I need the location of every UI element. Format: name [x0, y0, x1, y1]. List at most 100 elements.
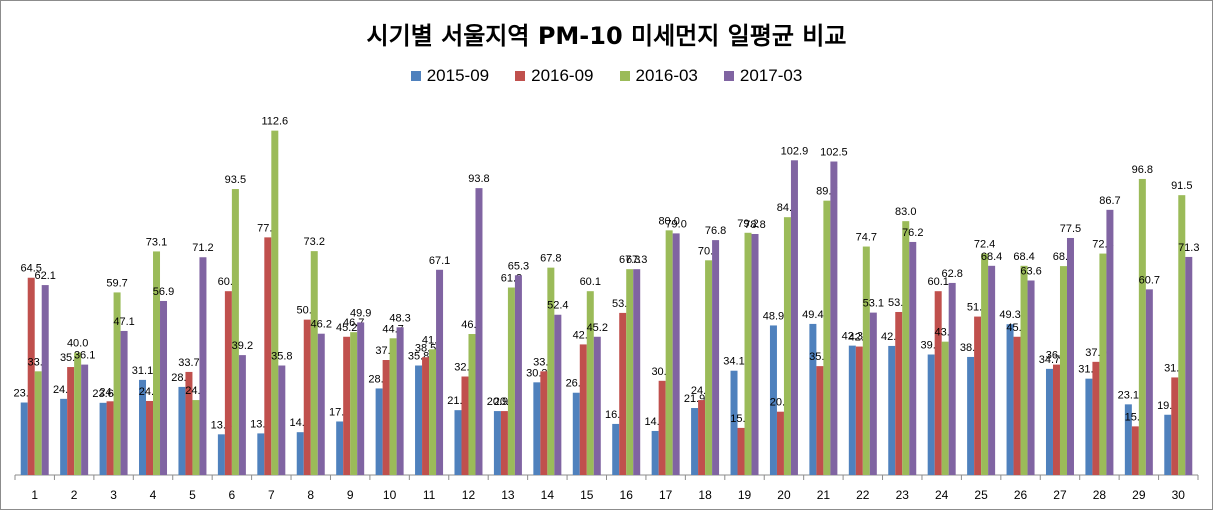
bar-2017-03	[41, 285, 49, 475]
x-tick-label: 25	[974, 488, 988, 502]
bar-2017-03	[357, 322, 365, 475]
bar-2016-09	[540, 371, 548, 475]
data-label: 33.7	[178, 357, 199, 369]
bar-2016-09	[27, 277, 35, 475]
legend-swatch-1	[515, 71, 526, 81]
data-label: 80.0	[658, 215, 679, 227]
data-label: 53.1	[863, 298, 884, 310]
legend-label-3: 2017-03	[739, 66, 803, 85]
x-tick-label: 19	[738, 488, 752, 502]
legend: 2015-09 2016-09 2016-03 2017-03	[0, 66, 1213, 86]
bar-2015-09	[533, 382, 541, 475]
bar-2016-09	[500, 411, 508, 475]
bar-2017-03	[988, 265, 996, 475]
data-label: 34.1	[723, 356, 744, 368]
bar-2016-09	[146, 400, 154, 475]
bar-2017-03	[554, 314, 562, 475]
x-tick-label: 30	[1172, 488, 1186, 502]
x-tick-label: 12	[462, 488, 476, 502]
bar-2017-03	[869, 312, 877, 475]
data-label: 76.8	[705, 225, 726, 237]
bar-2017-03	[238, 355, 246, 475]
data-label: 73.1	[146, 236, 167, 248]
bar-2016-09	[1092, 361, 1100, 475]
bar-2016-03	[231, 189, 239, 475]
bar-2016-03	[626, 269, 634, 475]
bar-2016-09	[1131, 426, 1139, 475]
bar-2016-09	[382, 360, 390, 475]
bar-2016-09	[895, 311, 903, 475]
bar-2016-03	[1020, 265, 1028, 475]
data-label: 39.2	[232, 340, 253, 352]
bar-2016-09	[185, 371, 193, 475]
bar-2015-09	[217, 434, 225, 475]
x-tick-label: 16	[620, 488, 634, 502]
bar-2017-03	[712, 240, 720, 475]
bar-2016-03	[981, 253, 989, 475]
bar-2016-03	[665, 230, 673, 475]
data-label: 63.6	[1020, 265, 1041, 277]
data-label: 35.8	[271, 351, 292, 363]
data-label: 67.3	[626, 254, 647, 266]
data-label: 112.6	[261, 116, 288, 128]
x-tick-label: 2	[71, 488, 78, 502]
bar-2015-09	[1006, 324, 1014, 475]
data-label: 67.1	[429, 255, 450, 267]
bar-2016-03	[192, 400, 200, 475]
data-label: 76.2	[902, 227, 923, 239]
data-label: 77.5	[1060, 223, 1081, 235]
data-label: 20.9	[487, 396, 508, 408]
bar-2017-03	[751, 234, 759, 475]
bar-2015-09	[336, 421, 344, 475]
bar-2015-09	[612, 423, 620, 475]
bar-2016-09	[816, 366, 824, 475]
bar-2017-03	[396, 327, 404, 475]
bar-2017-03	[120, 330, 128, 475]
bar-2015-09	[296, 432, 304, 475]
bar-2017-03	[1145, 289, 1153, 475]
bar-2017-03	[317, 333, 325, 475]
bar-2016-09	[698, 400, 706, 475]
bar-2017-03	[633, 269, 641, 475]
x-tick-label: 23	[896, 488, 910, 502]
data-label: 93.8	[468, 173, 489, 185]
legend-swatch-2	[619, 71, 630, 81]
data-label: 42.3	[842, 331, 863, 343]
bar-2015-09	[139, 379, 147, 475]
data-label: 48.9	[763, 310, 784, 322]
data-label: 73.2	[304, 236, 325, 248]
legend-item-series-3: 2017-03	[723, 66, 803, 86]
bar-2016-09	[579, 344, 587, 475]
x-tick-label: 11	[423, 488, 436, 502]
bar-2015-09	[730, 370, 738, 475]
data-label: 46.2	[311, 319, 332, 331]
data-label: 52.4	[547, 300, 568, 312]
data-label: 31.1	[132, 365, 153, 377]
legend-label-2: 2016-03	[635, 66, 698, 85]
bar-2015-09	[1164, 414, 1172, 475]
bar-2015-09	[1124, 404, 1132, 475]
data-label: 86.7	[1099, 195, 1120, 207]
bar-2017-03	[593, 336, 601, 475]
legend-label-1: 2016-09	[531, 66, 594, 85]
data-label: 71.2	[192, 242, 213, 254]
x-tick-label: 20	[777, 488, 791, 502]
x-tick-label: 14	[541, 488, 555, 502]
data-label: 91.5	[1171, 180, 1192, 192]
bar-2016-09	[1013, 336, 1021, 475]
bar-2016-09	[855, 346, 863, 475]
x-tick-label: 28	[1093, 488, 1107, 502]
data-label: 62.1	[35, 270, 56, 282]
x-tick-label: 26	[1014, 488, 1028, 502]
bar-2015-09	[178, 386, 186, 475]
data-label: 60.1	[580, 276, 601, 288]
data-label: 93.5	[225, 174, 246, 186]
x-tick-label: 13	[501, 488, 515, 502]
bar-2016-09	[934, 291, 942, 475]
legend-item-series-1: 2016-09	[515, 66, 594, 86]
bar-2015-09	[60, 398, 68, 475]
bar-2015-09	[415, 365, 423, 475]
bar-2016-09	[224, 291, 232, 475]
data-label: 96.8	[1132, 164, 1153, 176]
bar-2016-03	[744, 232, 752, 475]
